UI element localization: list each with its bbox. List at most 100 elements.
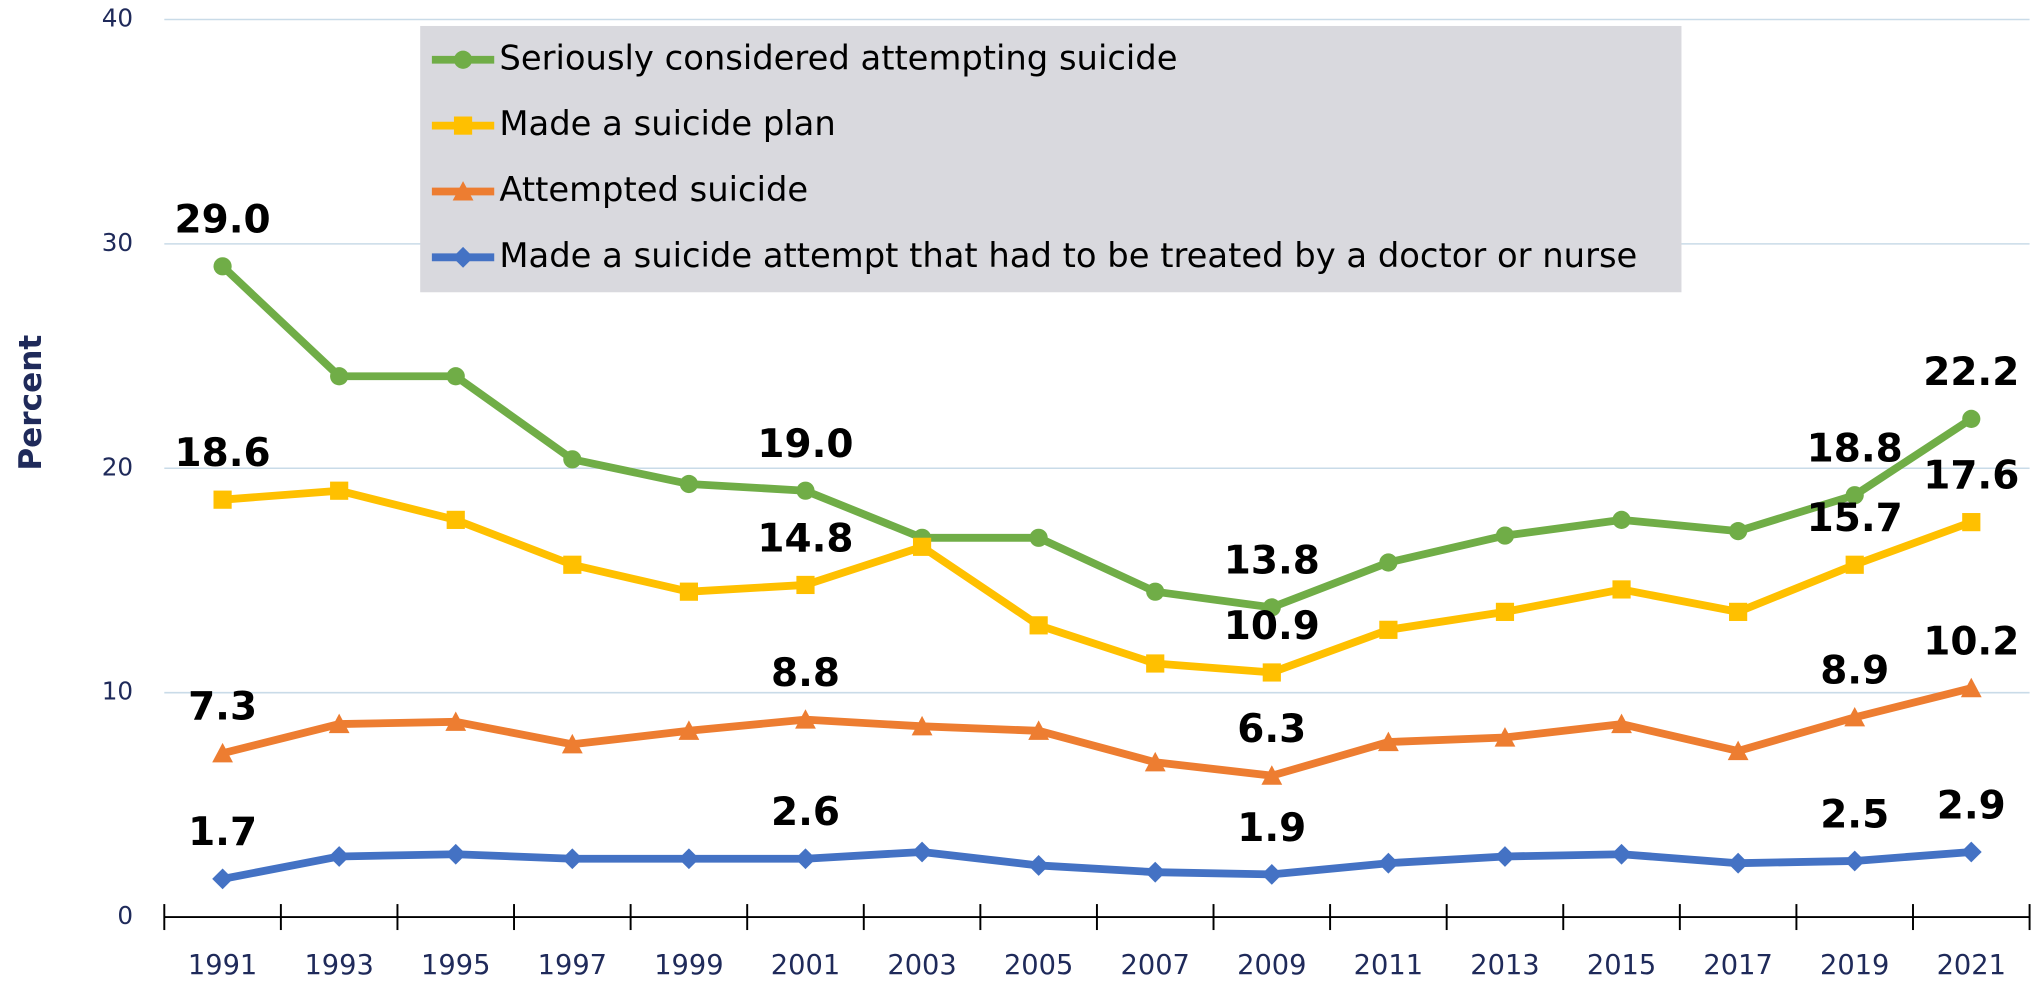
- marker: [330, 481, 349, 500]
- y-tick-label: 10: [102, 677, 133, 706]
- x-tick-label: 1991: [188, 950, 257, 981]
- data-label: 8.8: [771, 651, 840, 696]
- series-line: [221, 848, 1972, 883]
- marker: [1028, 855, 1050, 876]
- data-label: 15.7: [1807, 496, 1903, 541]
- marker: [1494, 727, 1516, 747]
- x-tick-label: 1997: [538, 950, 607, 981]
- marker: [678, 848, 700, 870]
- marker: [212, 742, 233, 763]
- marker: [446, 510, 465, 529]
- data-label: 8.9: [1820, 649, 1889, 694]
- data-label: 18.8: [1807, 427, 1903, 472]
- marker: [1729, 602, 1748, 621]
- marker: [1262, 598, 1281, 617]
- series-line: [221, 684, 1973, 780]
- series-line: [222, 486, 1973, 677]
- data-label: 2.5: [1820, 792, 1889, 837]
- marker: [1495, 526, 1515, 545]
- marker: [563, 450, 582, 469]
- x-tick-label: 2005: [1004, 950, 1073, 981]
- marker: [1029, 616, 1048, 635]
- x-tick-label: 2021: [1937, 950, 2006, 981]
- data-label: 7.3: [188, 685, 257, 730]
- marker: [1960, 841, 1982, 863]
- marker: [1144, 751, 1166, 772]
- marker: [563, 555, 582, 574]
- x-tick-label: 2019: [1820, 950, 1889, 981]
- marker: [795, 848, 816, 870]
- marker: [1261, 765, 1283, 785]
- marker: [795, 709, 816, 729]
- legend-label: Made a suicide attempt that had to be tr…: [499, 236, 1637, 275]
- marker: [1379, 620, 1398, 639]
- marker: [1261, 864, 1283, 885]
- marker: [561, 848, 583, 870]
- x-tick-label: 2017: [1703, 950, 1772, 981]
- marker: [1611, 843, 1632, 865]
- marker: [453, 50, 473, 69]
- marker: [796, 575, 815, 595]
- marker: [1611, 713, 1632, 734]
- marker: [796, 481, 815, 500]
- data-label: 13.8: [1224, 539, 1320, 584]
- marker: [328, 846, 350, 867]
- marker: [445, 843, 467, 865]
- x-tick-label: 1999: [654, 950, 723, 981]
- series-line: [219, 263, 1974, 612]
- marker: [452, 246, 474, 268]
- marker: [446, 367, 465, 386]
- data-label: 2.6: [771, 790, 840, 835]
- legend-box: [420, 25, 1682, 293]
- marker: [561, 733, 583, 754]
- marker: [1029, 528, 1048, 547]
- marker: [453, 116, 473, 135]
- marker: [1844, 850, 1866, 872]
- marker: [1377, 731, 1399, 752]
- x-tick-label: 1993: [304, 950, 373, 981]
- x-tick-label: 2011: [1354, 950, 1423, 981]
- marker: [1962, 513, 1981, 532]
- marker: [1960, 677, 1982, 698]
- marker: [1495, 602, 1515, 621]
- marker: [1612, 580, 1631, 599]
- marker: [330, 367, 349, 386]
- marker: [1262, 663, 1281, 682]
- data-label: 10.2: [1923, 620, 2019, 665]
- marker: [445, 711, 467, 731]
- data-label: 22.2: [1923, 350, 2019, 395]
- marker: [1845, 486, 1864, 505]
- marker: [213, 490, 232, 509]
- marker: [1146, 654, 1165, 673]
- x-tick-label: 1995: [421, 950, 490, 981]
- marker: [1028, 720, 1050, 740]
- data-label: 10.9: [1224, 604, 1320, 649]
- y-tick-label: 20: [102, 452, 133, 481]
- marker: [911, 841, 933, 863]
- marker: [1146, 582, 1165, 601]
- marker: [1727, 852, 1749, 874]
- marker: [452, 181, 474, 201]
- marker: [1144, 861, 1166, 883]
- marker: [1845, 555, 1864, 574]
- marker: [912, 537, 932, 556]
- data-label: 17.6: [1923, 453, 2019, 498]
- x-tick-label: 2007: [1121, 950, 1190, 981]
- data-label: 18.6: [175, 431, 271, 476]
- marker: [1727, 740, 1749, 761]
- marker: [1612, 510, 1631, 529]
- legend-label: Seriously considered attempting suicide: [499, 38, 1177, 77]
- x-tick-label: 2001: [771, 950, 840, 981]
- marker: [1379, 553, 1398, 572]
- data-label: 14.8: [757, 516, 853, 561]
- marker: [328, 713, 350, 734]
- y-axis-label: Percent: [13, 335, 49, 471]
- legend-label: Made a suicide plan: [499, 104, 835, 143]
- x-tick-label: 2009: [1237, 950, 1306, 981]
- x-tick-label: 2015: [1587, 950, 1656, 981]
- data-label: 2.9: [1937, 783, 2006, 828]
- data-label: 6.3: [1237, 707, 1306, 752]
- marker: [1844, 706, 1866, 727]
- marker: [1377, 852, 1399, 874]
